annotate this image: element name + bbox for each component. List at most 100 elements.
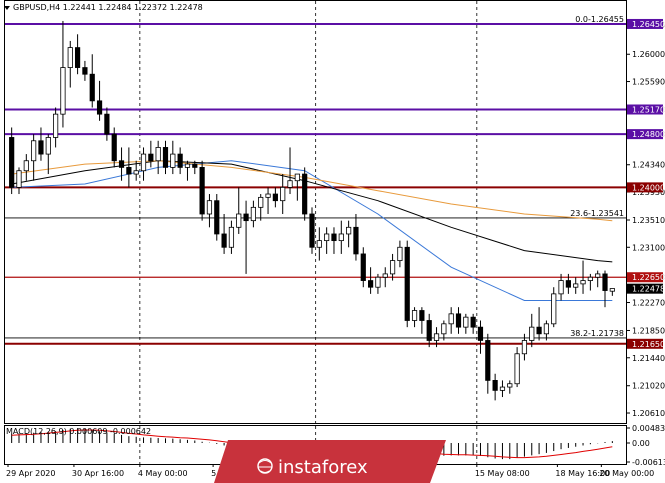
y-tick-label: 1.25590 (632, 78, 665, 87)
candle (448, 307, 454, 334)
candle-body (60, 67, 66, 115)
level-price-box (627, 129, 663, 140)
candle (595, 270, 601, 288)
candle (324, 227, 330, 254)
symbol-header: GBPUSD,H4 1.22441 1.22484 1.22372 1.2247… (13, 3, 203, 12)
candle-body (433, 333, 440, 341)
macd-y-tick-label: 0.004834 (632, 424, 665, 433)
candle (155, 140, 161, 175)
candle-body (214, 200, 220, 235)
candle-body (199, 167, 205, 215)
candle (602, 270, 608, 308)
candle (60, 20, 66, 128)
candle (177, 147, 183, 175)
watermark: instaforex (214, 440, 446, 483)
level-price-label: 1.21650 (632, 340, 665, 349)
candle-body (404, 246, 410, 321)
candle (104, 107, 110, 141)
candle (16, 167, 22, 195)
candle-body (140, 153, 147, 172)
candle-body (595, 273, 601, 278)
candle (199, 160, 205, 221)
candle-body (89, 73, 95, 102)
y-tick-label: 1.21020 (632, 382, 665, 391)
last-price-label: 1.22478 (632, 285, 665, 294)
candle (111, 127, 117, 168)
candle-body (272, 193, 278, 202)
level-price-label: 1.24000 (632, 183, 665, 192)
candle (184, 160, 191, 181)
level-price-box (627, 18, 663, 29)
candle (228, 220, 235, 254)
candle (53, 107, 59, 148)
y-axis-labels: 1.26450 1.26000 1.25590 1.25170 1.24800 1.243… (626, 18, 665, 418)
candle (499, 380, 506, 398)
candle-body (23, 160, 29, 172)
symbol-dropdown-icon[interactable] (4, 6, 10, 10)
candle-body (294, 173, 300, 182)
macd-y-tick-label: 0.00 (632, 439, 650, 448)
candle (507, 380, 513, 394)
candle-body (558, 280, 564, 295)
candle (411, 307, 418, 328)
candle-body (243, 213, 249, 222)
candle-body (177, 153, 183, 168)
candle (455, 307, 462, 334)
candle-body (368, 280, 374, 288)
candle (463, 313, 469, 334)
candle (170, 140, 176, 175)
fib-label-2: 38.2-1.21738 (570, 329, 624, 338)
candle (118, 147, 125, 181)
candle-body (587, 276, 593, 281)
candle-body (565, 280, 571, 288)
candle-body (441, 323, 447, 335)
candle (477, 320, 484, 354)
candle-body (155, 147, 161, 162)
candle (302, 167, 308, 221)
candle (162, 140, 169, 175)
y-tick-label: 1.23930 (632, 188, 665, 197)
candle (236, 187, 242, 234)
candle-body (302, 173, 308, 215)
level-price-box (627, 338, 663, 349)
candle-body (382, 273, 388, 278)
candle-body (309, 213, 315, 248)
candle (338, 220, 344, 254)
candle-body (521, 340, 528, 355)
candle-body (74, 47, 81, 68)
candle-body (360, 253, 366, 281)
macd-y-tick-label: -0.006131 (632, 458, 665, 467)
candle-body (514, 353, 520, 385)
candle-body (250, 206, 256, 222)
candle-body (162, 147, 169, 168)
candle-body (536, 326, 542, 335)
candle-body (485, 340, 491, 381)
candle-body (221, 233, 227, 248)
candle (441, 320, 447, 341)
candle (565, 273, 571, 294)
candle-body (133, 170, 139, 175)
x-tick-label: 20 May 00:00 (599, 469, 654, 478)
candle-body (477, 326, 484, 341)
level-price-box (627, 182, 663, 193)
y-tick-label: 1.23510 (632, 216, 665, 225)
candle-body (118, 160, 125, 168)
candle (492, 373, 498, 401)
candle (397, 240, 403, 268)
candle (609, 288, 615, 296)
candle-body (104, 113, 110, 135)
candle (243, 200, 249, 274)
candle-body (331, 233, 337, 242)
candle (353, 213, 359, 261)
x-tick-label: 29 Apr 2020 (6, 469, 55, 478)
candle-body (353, 226, 359, 255)
candle-body (287, 180, 293, 188)
candle (514, 347, 520, 388)
candle (140, 147, 147, 181)
candle (214, 194, 220, 241)
candle (45, 134, 51, 175)
candle (258, 194, 264, 221)
candle-body (602, 273, 608, 291)
candles-layer (9, 20, 615, 401)
